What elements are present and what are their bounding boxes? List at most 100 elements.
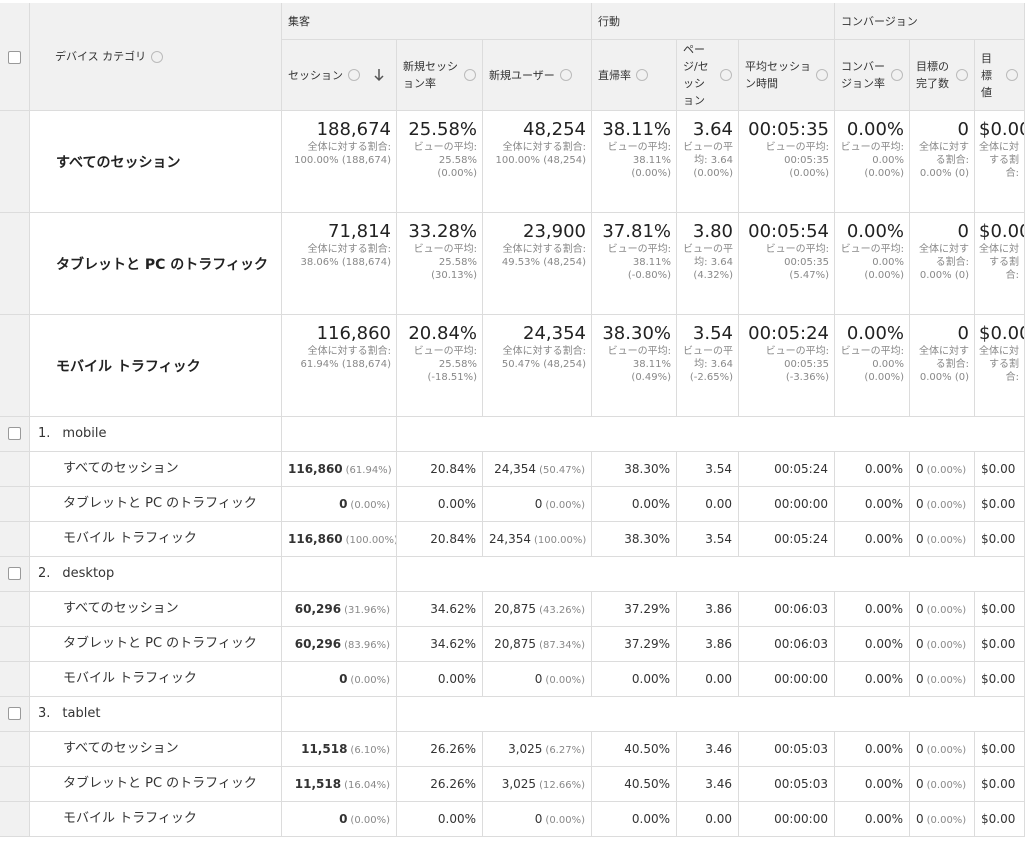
metric-value: 00:05:03 (774, 777, 828, 791)
metric-value: $0.00 (981, 602, 1016, 616)
metric-value: 0 (339, 497, 348, 511)
metric-value: 00:05:03 (774, 742, 828, 756)
detail-cell: 00:06:03 (739, 592, 835, 627)
metric-value: 3.46 (705, 742, 732, 756)
column-header[interactable]: セッション (282, 40, 397, 111)
metric-comparison: 全体に対する割合: 100.00% (188,674) (294, 142, 391, 166)
detail-label: モバイル トラフィック (30, 662, 282, 697)
column-header[interactable]: 新規セッション率 (397, 40, 483, 111)
metric-value: 37.29% (624, 602, 670, 616)
segment-name: タブレットと PC のトラフィック (63, 776, 257, 791)
summary-cell: 38.30% ビューの平均: 38.11% (0.49%) (592, 315, 677, 417)
group-row-blank (397, 697, 1025, 732)
metric-value: 38.11% (602, 119, 671, 140)
metric-value: 116,860 (316, 323, 391, 344)
detail-cell: 0.00 (677, 487, 739, 522)
metric-value: $0.00 (981, 497, 1016, 511)
metric-comparison: ビューの平均: 25.58% (0.00%) (413, 142, 477, 179)
detail-cell: 0.00 (677, 802, 739, 837)
detail-cell: 20,875 (43.26%) (483, 592, 592, 627)
row-checkbox[interactable] (8, 707, 21, 720)
detail-cell: 116,860 (61.94%) (282, 452, 397, 487)
metric-value: 60,296 (294, 602, 342, 616)
detail-cell: 34.62% (397, 592, 483, 627)
metric-value: 0.00% (864, 462, 903, 476)
metric-value: 0 (916, 602, 924, 616)
detail-cell: 20.84% (397, 522, 483, 557)
group-row-blank (282, 417, 397, 452)
detail-cell: 3.86 (677, 592, 739, 627)
metric-value: 00:06:03 (774, 637, 828, 651)
sort-arrow (374, 69, 384, 82)
metric-value: 25.58% (408, 119, 477, 140)
detail-checkbox-cell (0, 767, 30, 802)
dimension-header: デバイス カテゴリ (30, 3, 282, 111)
group-checkbox-cell (0, 557, 30, 592)
detail-label: タブレットと PC のトラフィック (30, 767, 282, 802)
column-header[interactable]: 目標の完了数 (910, 40, 975, 111)
detail-cell: 00:05:03 (739, 767, 835, 802)
summary-cell: 0.00% ビューの平均: 0.00% (0.00%) (835, 111, 910, 213)
detail-cell: 37.29% (592, 627, 677, 662)
metric-value: 60,296 (294, 637, 342, 651)
metric-comparison: ビューの平均: 25.58% (30.13%) (413, 244, 477, 281)
row-checkbox[interactable] (8, 427, 21, 440)
metric-value: 3.54 (705, 462, 732, 476)
row-checkbox[interactable] (8, 567, 21, 580)
metric-value: 0 (916, 742, 924, 756)
detail-cell: 40.50% (592, 732, 677, 767)
detail-cell: 0.00% (397, 662, 483, 697)
detail-cell: 0.00% (835, 592, 910, 627)
metric-value: 3,025 (501, 777, 537, 791)
metric-percent: (0.00%) (926, 640, 967, 651)
metric-value: 0 (957, 119, 969, 140)
summary-cell: 0 全体に対する割合: 0.00% (0) (910, 213, 975, 315)
metric-value: 0 (339, 812, 348, 826)
column-header[interactable]: 平均セッション時間 (739, 40, 835, 111)
metric-value: 24,354 (489, 532, 531, 546)
detail-checkbox-cell (0, 627, 30, 662)
metric-percent: (0.00%) (926, 815, 967, 826)
metric-value: 0.00% (864, 602, 903, 616)
select-all-checkbox[interactable] (8, 51, 21, 64)
detail-cell: 0 (0.00%) (910, 767, 975, 802)
column-header[interactable]: ページ/セッション (677, 40, 739, 111)
metric-value: 00:00:00 (774, 672, 828, 686)
detail-cell: 0 (0.00%) (910, 452, 975, 487)
group-row-blank (397, 557, 1025, 592)
detail-cell: $0.00 (975, 592, 1025, 627)
detail-cell: $0.00 (975, 662, 1025, 697)
metric-percent: (0.00%) (545, 500, 585, 511)
column-header[interactable]: 新規ユーザー (483, 40, 592, 111)
metric-percent: (100.00%) (534, 535, 587, 546)
column-header[interactable]: コンバージョン率 (835, 40, 910, 111)
column-label: セッション (288, 68, 343, 82)
metric-value: $0.00 (981, 812, 1016, 826)
metric-value: $0.00 (979, 221, 1024, 242)
column-header[interactable]: 直帰率 (592, 40, 677, 111)
metric-comparison: ビューの平均: 00:05:35 (0.00%) (765, 142, 829, 179)
group-row-label: 2. desktop (30, 557, 282, 592)
detail-cell: 26.26% (397, 732, 483, 767)
metric-value: 11,518 (294, 777, 342, 791)
detail-cell: 0.00% (592, 662, 677, 697)
detail-cell: 11,518 (16.04%) (282, 767, 397, 802)
detail-cell: $0.00 (975, 487, 1025, 522)
metric-percent: (50.47%) (539, 465, 585, 476)
help-icon (636, 69, 648, 81)
metric-percent: (0.00%) (545, 815, 585, 826)
metric-value: 116,860 (288, 462, 343, 476)
metric-value: 0.00% (437, 812, 476, 826)
metric-comparison: 全体に対する割合: 61.94% (188,674) (300, 346, 391, 370)
detail-cell: 40.50% (592, 767, 677, 802)
metric-percent: (6.27%) (545, 745, 585, 756)
detail-cell: 0 (0.00%) (483, 662, 592, 697)
column-header[interactable]: 目標値 (975, 40, 1025, 111)
segment-name: タブレットと PC のトラフィック (56, 256, 269, 273)
summary-cell: 0 全体に対する割合: 0.00% (0) (910, 111, 975, 213)
metric-value: 0 (916, 637, 924, 651)
metric-value: 3.86 (705, 637, 732, 651)
group-row-label: 3. tablet (30, 697, 282, 732)
metric-value: $0.00 (981, 742, 1016, 756)
